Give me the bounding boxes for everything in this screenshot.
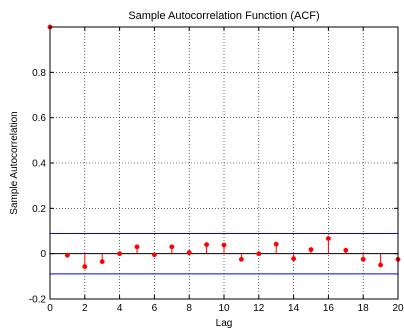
y-axis-label: Sample Autocorrelation — [9, 111, 20, 214]
stem-marker — [273, 241, 279, 247]
grid — [50, 27, 398, 299]
stem-marker — [64, 252, 70, 258]
stem-marker — [99, 259, 105, 265]
stem-marker — [256, 251, 262, 257]
stem-marker — [238, 256, 244, 262]
stem-marker — [360, 256, 366, 262]
x-tick-label: 18 — [358, 303, 370, 314]
stem-marker — [117, 251, 123, 257]
x-tick-label: 14 — [288, 303, 300, 314]
y-tick-label: 0.4 — [32, 159, 46, 170]
x-tick-label: 12 — [253, 303, 265, 314]
stem-marker — [378, 262, 384, 268]
chart-title: Sample Autocorrelation Function (ACF) — [128, 10, 319, 22]
x-tick-label: 6 — [152, 303, 158, 314]
x-tick-label: 4 — [117, 303, 123, 314]
y-tick-label: 0.2 — [32, 204, 46, 215]
stem-marker — [221, 242, 227, 248]
y-tick-label: 0.8 — [32, 68, 46, 79]
x-axis-label: Lag — [216, 318, 233, 329]
x-tick-label: 10 — [218, 303, 230, 314]
tick-marks — [49, 27, 399, 300]
y-tick-labels: -0.2 0 0.2 0.4 0.6 0.8 — [29, 68, 47, 306]
stem-marker — [151, 252, 157, 258]
y-tick-label: 0.6 — [32, 113, 46, 124]
x-tick-label: 8 — [186, 303, 192, 314]
stem-marker — [325, 236, 331, 241]
x-tick-label: 16 — [323, 303, 335, 314]
x-tick-label: 0 — [47, 303, 53, 314]
x-tick-labels: 0 2 4 6 8 10 12 14 16 18 20 — [47, 303, 404, 314]
x-tick-label: 20 — [392, 303, 404, 314]
stem-marker — [291, 256, 297, 262]
confidence-bounds — [50, 232, 398, 275]
y-tick-label: 0 — [40, 249, 46, 260]
stem-marker — [186, 250, 192, 255]
stem-marker — [204, 242, 210, 248]
stem-marker — [343, 247, 349, 253]
stem-marker — [134, 244, 140, 250]
markers — [47, 24, 401, 270]
stem-marker — [82, 264, 88, 270]
y-tick-label: -0.2 — [29, 295, 47, 306]
x-tick-label: 2 — [82, 303, 88, 314]
stem-marker — [308, 247, 314, 253]
stem-marker — [169, 244, 175, 250]
